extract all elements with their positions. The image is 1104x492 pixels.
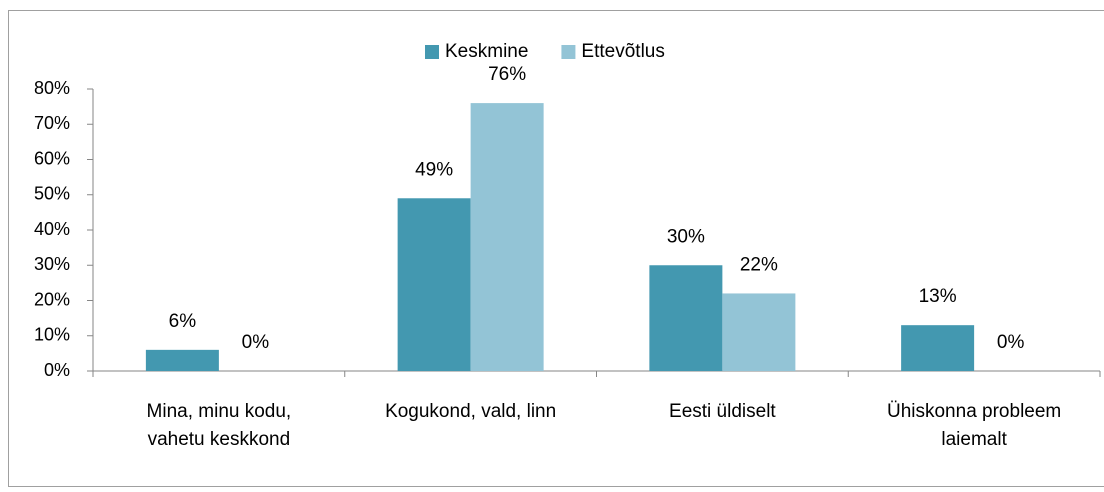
bar (649, 265, 723, 371)
x-tick-label: Kogukond, vald, linn (385, 401, 556, 422)
bar (901, 325, 975, 371)
value-label: 30% (667, 226, 705, 247)
y-tick-label: 60% (34, 148, 70, 168)
y-tick-label: 0% (44, 360, 70, 380)
y-tick-label: 70% (34, 113, 70, 133)
x-tick-label: Mina, minu kodu, (147, 401, 292, 422)
bar (145, 349, 219, 371)
bar (722, 293, 796, 371)
x-tick-label: vahetu keskkond (148, 429, 291, 450)
x-tick-label: laiemalt (941, 429, 1007, 450)
y-tick-label: 10% (34, 325, 70, 345)
x-tick-label: Ühiskonna probleem (887, 401, 1061, 422)
legend-label: Ettevõtlus (581, 41, 664, 62)
value-label: 6% (169, 311, 197, 332)
value-label: 76% (488, 64, 526, 85)
legend-swatch (425, 45, 439, 59)
y-tick-label: 30% (34, 254, 70, 274)
bar (397, 198, 471, 371)
y-tick-label: 20% (34, 289, 70, 309)
chart-frame (8, 10, 1104, 487)
legend-label: Keskmine (445, 41, 528, 62)
y-tick-label: 80% (34, 78, 70, 98)
bar (470, 103, 544, 371)
value-label: 49% (415, 159, 453, 180)
legend-swatch (561, 45, 576, 59)
value-label: 0% (242, 332, 270, 353)
value-label: 22% (740, 254, 778, 275)
value-label: 0% (997, 332, 1025, 353)
x-tick-label: Eesti üldiselt (669, 401, 776, 422)
y-tick-label: 40% (34, 219, 70, 239)
y-tick-label: 50% (34, 184, 70, 204)
value-label: 13% (919, 286, 957, 307)
